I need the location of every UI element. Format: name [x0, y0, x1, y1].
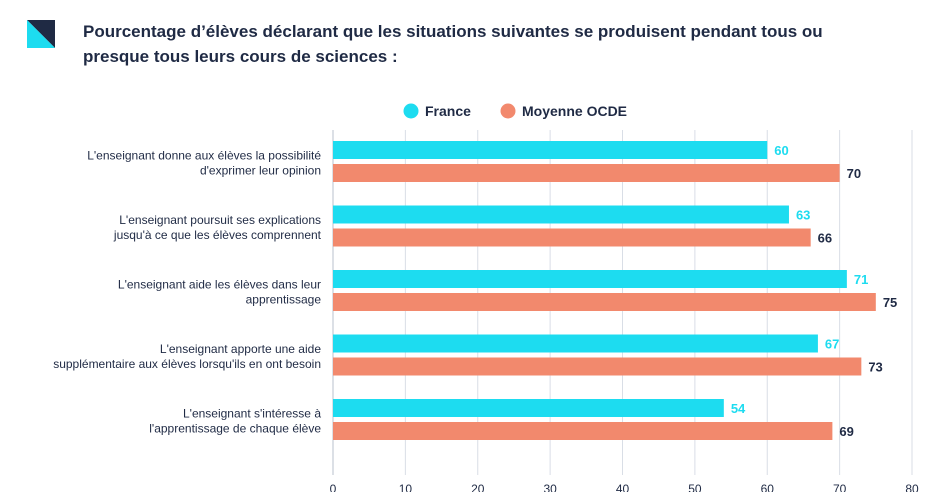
data-label: 54	[731, 401, 746, 416]
bar	[333, 357, 862, 376]
bar	[333, 270, 847, 288]
bar	[333, 228, 811, 247]
category-label-line: L'enseignant donne aux élèves la possibi…	[87, 149, 321, 163]
data-label: 73	[868, 360, 882, 375]
bar	[333, 205, 789, 224]
category-label-line: d'exprimer leur opinion	[200, 164, 321, 178]
data-label: 69	[839, 424, 853, 439]
x-tick-label: 70	[833, 482, 847, 492]
category-label-line: L'enseignant aide les élèves dans leur	[118, 278, 321, 292]
category-label-line: L'enseignant poursuit ses explications	[119, 213, 321, 227]
bar	[333, 141, 768, 159]
category-label-line: supplémentaire aux élèves lorsqu'ils en …	[53, 357, 321, 371]
category-label: L'enseignant donne aux élèves la possibi…	[87, 149, 321, 178]
category-label-line: apprentissage	[246, 293, 322, 307]
category-label-line: l'apprentissage de chaque élève	[149, 422, 321, 436]
category-label-line: jusqu'à ce que les élèves comprennent	[113, 228, 322, 242]
bar	[333, 422, 833, 440]
category-label: L'enseignant s'intéresse à l'apprentissag…	[149, 407, 321, 436]
bar	[333, 293, 876, 311]
logo-icon	[27, 20, 55, 48]
x-tick-label: 40	[616, 482, 630, 492]
bar	[333, 399, 724, 417]
x-tick-label: 10	[399, 482, 413, 492]
data-label: 70	[847, 166, 861, 181]
data-label: 60	[774, 143, 788, 158]
legend-label: France	[425, 103, 471, 119]
bar	[333, 334, 818, 353]
logo-light-triangle	[27, 20, 55, 48]
legend-label: Moyenne OCDE	[522, 103, 627, 119]
data-label: 75	[883, 295, 897, 310]
chart-title: Pourcentage d’élèves déclarant que les s…	[83, 22, 823, 66]
x-tick-label: 30	[543, 482, 557, 492]
data-label: 66	[818, 231, 832, 246]
category-label-line: L'enseignant s'intéresse à	[183, 407, 321, 421]
data-label: 71	[854, 272, 868, 287]
category-label: L'enseignant aide les élèves dans leur ap…	[118, 278, 321, 307]
x-tick-label: 20	[471, 482, 485, 492]
bar	[333, 164, 840, 182]
x-tick-label: 80	[905, 482, 919, 492]
legend-swatch	[500, 103, 516, 119]
x-tick-label: 60	[761, 482, 775, 492]
data-label: 67	[825, 337, 839, 352]
x-tick-label: 0	[330, 482, 337, 492]
category-label: L'enseignant poursuit ses explications ju…	[113, 213, 322, 242]
category-label-line: L'enseignant apporte une aide	[160, 342, 321, 356]
data-label: 63	[796, 208, 810, 223]
legend-swatch	[403, 103, 419, 119]
x-tick-label: 50	[688, 482, 702, 492]
category-label: L'enseignant apporte une aide supplémenta…	[53, 342, 321, 371]
